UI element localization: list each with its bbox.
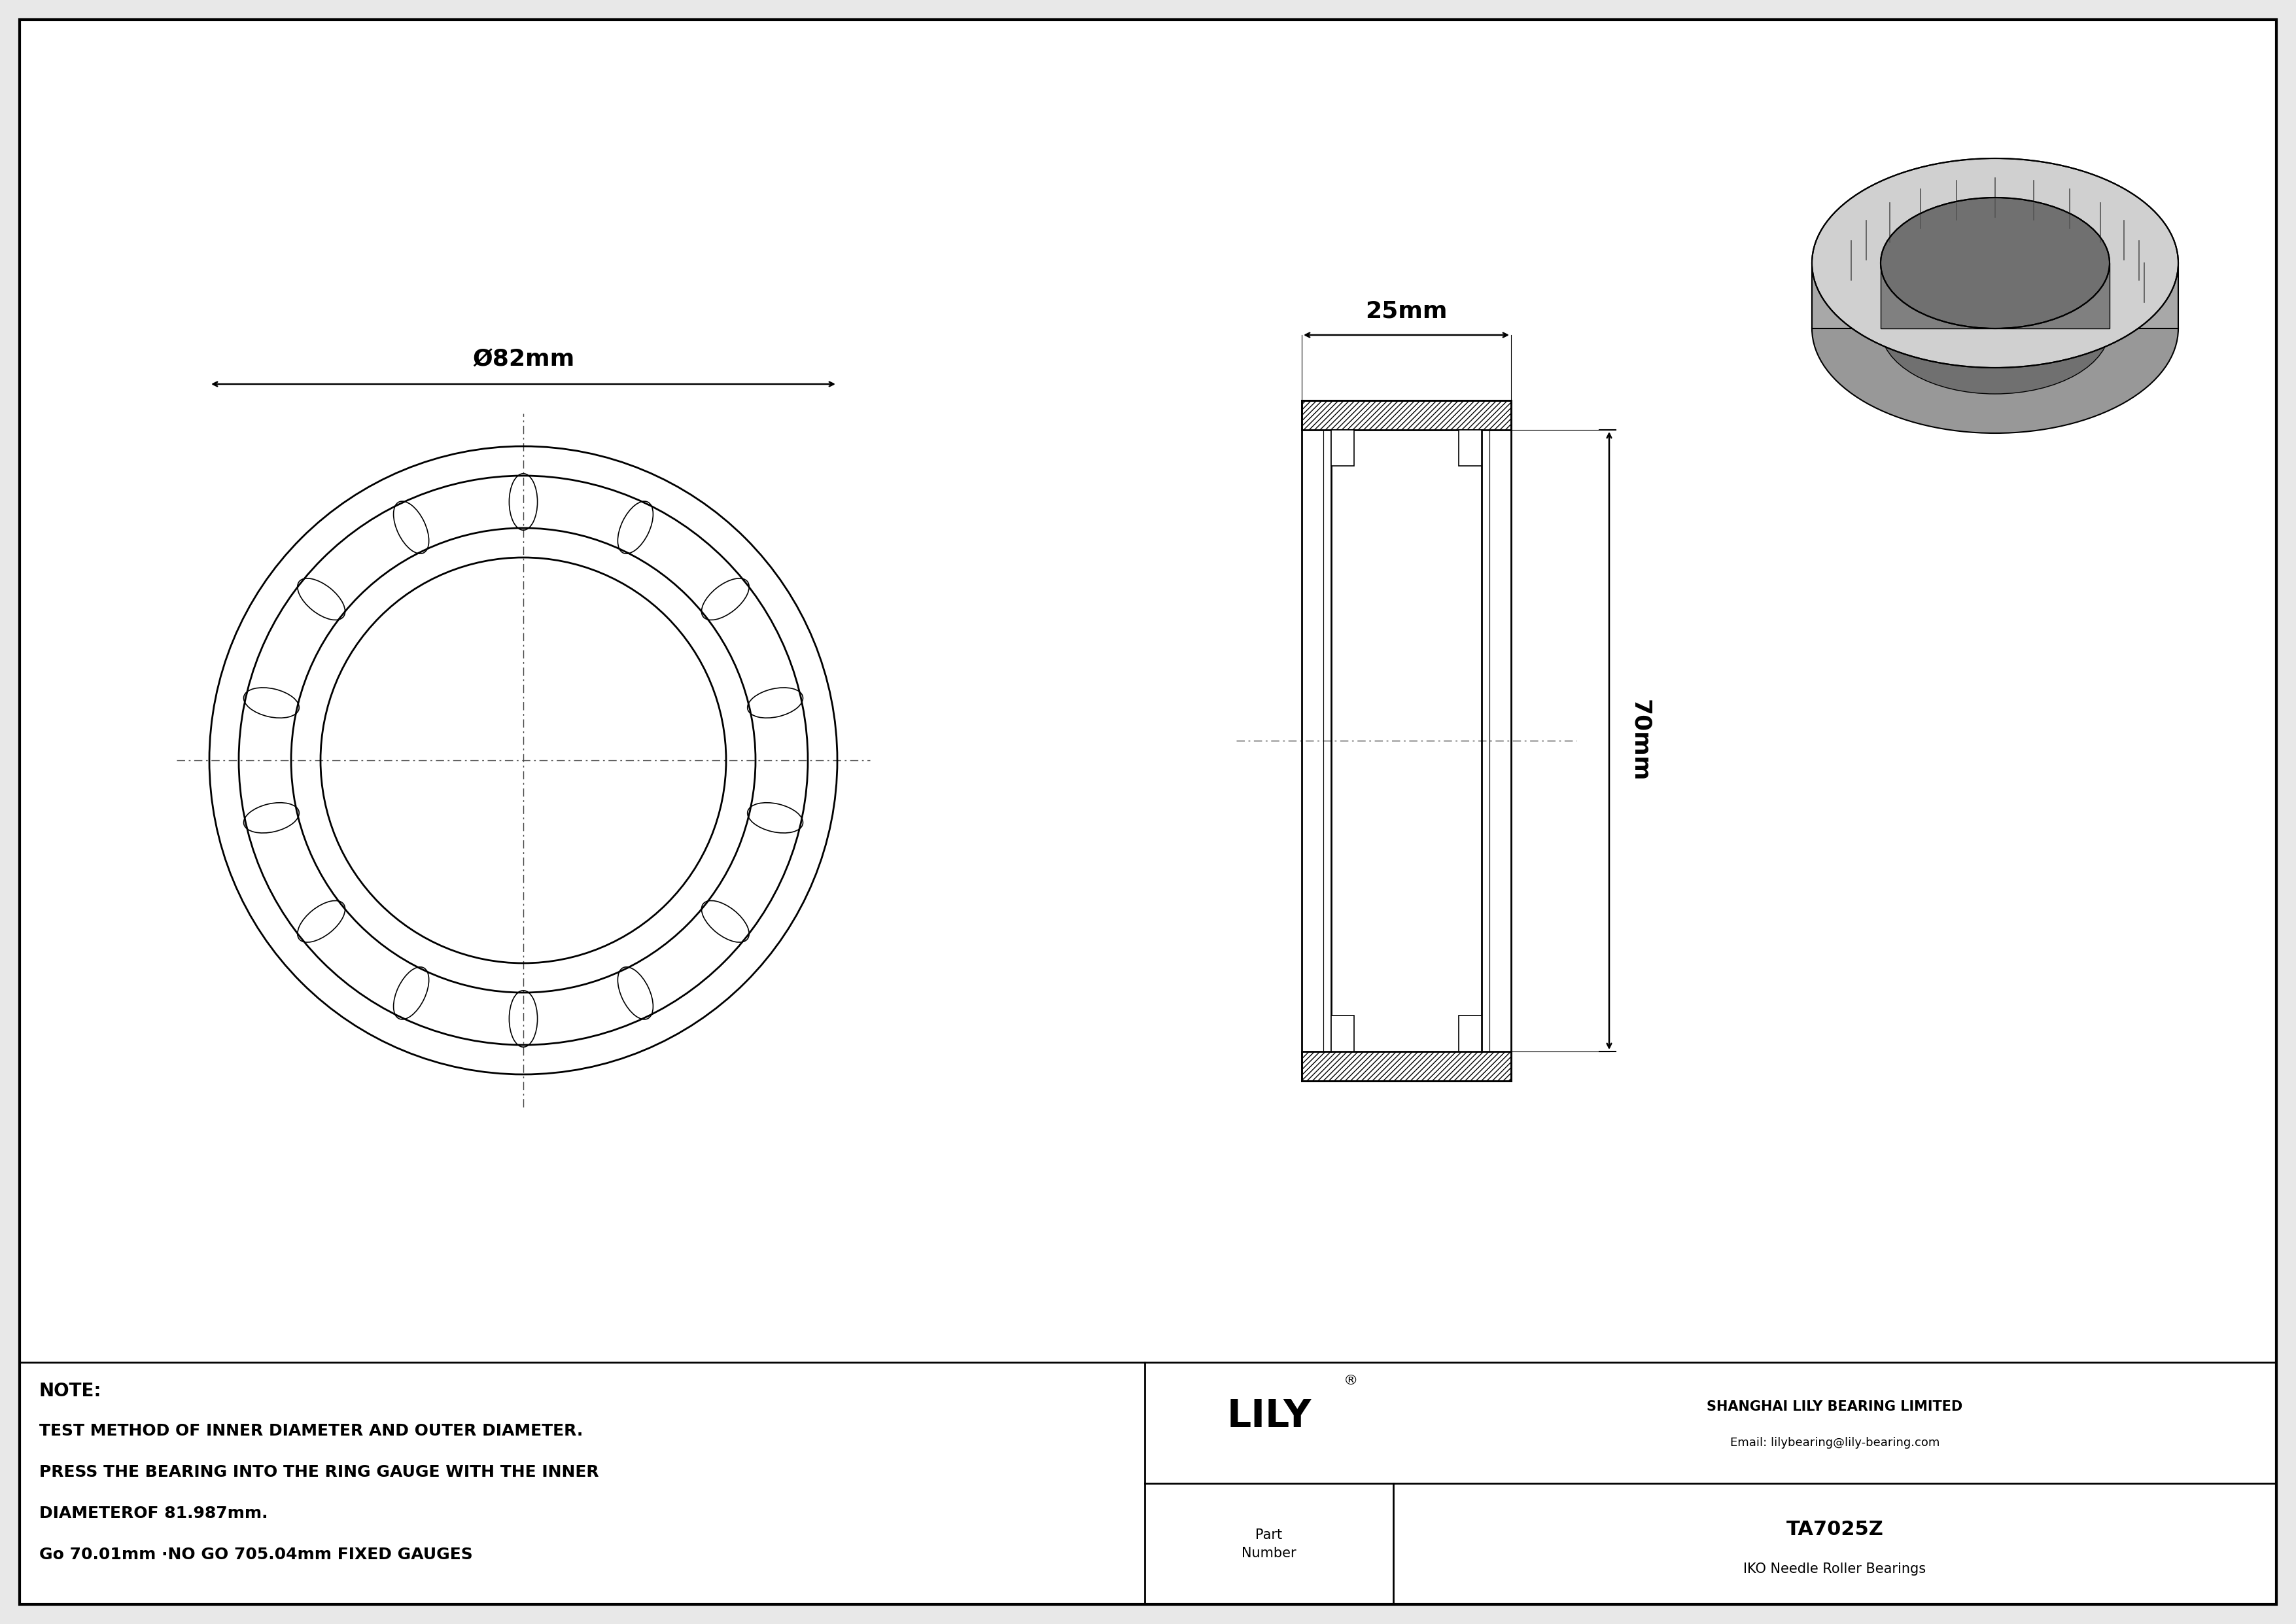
Ellipse shape bbox=[1880, 263, 2110, 395]
Text: 25mm: 25mm bbox=[1366, 300, 1446, 322]
Bar bbox=[1458, 430, 1481, 466]
Bar bbox=[1458, 1015, 1481, 1051]
Text: DIAMETEROF 81.987mm.: DIAMETEROF 81.987mm. bbox=[39, 1505, 269, 1522]
Text: TA7025Z: TA7025Z bbox=[1786, 1520, 1883, 1540]
Text: 70mm: 70mm bbox=[1628, 700, 1651, 781]
Text: PRESS THE BEARING INTO THE RING GAUGE WITH THE INNER: PRESS THE BEARING INTO THE RING GAUGE WI… bbox=[39, 1465, 599, 1479]
Text: IKO Needle Roller Bearings: IKO Needle Roller Bearings bbox=[1743, 1562, 1926, 1575]
Text: Go 70.01mm ·NO GO 705.04mm FIXED GAUGES: Go 70.01mm ·NO GO 705.04mm FIXED GAUGES bbox=[39, 1546, 473, 1562]
Bar bbox=[1302, 401, 1511, 430]
Text: LILY: LILY bbox=[1226, 1398, 1311, 1436]
Text: NOTE:: NOTE: bbox=[39, 1382, 101, 1400]
Text: SHANGHAI LILY BEARING LIMITED: SHANGHAI LILY BEARING LIMITED bbox=[1706, 1400, 1963, 1413]
Text: Part
Number: Part Number bbox=[1242, 1528, 1297, 1559]
Ellipse shape bbox=[1812, 224, 2179, 434]
Text: ®: ® bbox=[1343, 1374, 1359, 1387]
Text: TEST METHOD OF INNER DIAMETER AND OUTER DIAMETER.: TEST METHOD OF INNER DIAMETER AND OUTER … bbox=[39, 1423, 583, 1439]
Ellipse shape bbox=[1880, 198, 2110, 328]
Bar bbox=[1302, 1051, 1511, 1082]
Text: Ø82mm: Ø82mm bbox=[473, 349, 574, 370]
Bar bbox=[1332, 1015, 1355, 1051]
Text: Email: lilybearing@lily-bearing.com: Email: lilybearing@lily-bearing.com bbox=[1731, 1437, 1940, 1449]
Bar bbox=[1332, 430, 1355, 466]
Polygon shape bbox=[1880, 263, 2110, 328]
Ellipse shape bbox=[1812, 159, 2179, 367]
Polygon shape bbox=[1812, 263, 2179, 328]
